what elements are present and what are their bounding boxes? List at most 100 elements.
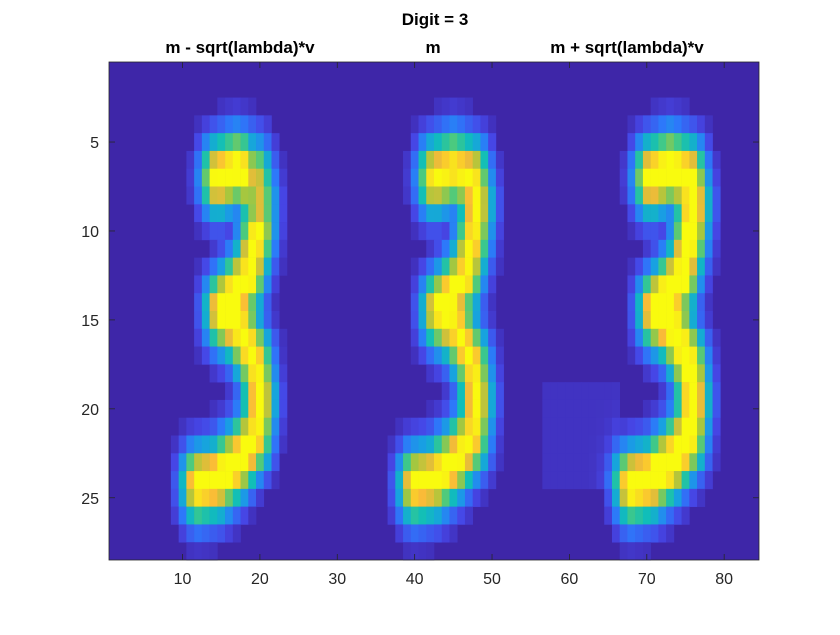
heatmap-cell bbox=[464, 417, 473, 436]
heatmap-cell bbox=[488, 257, 497, 276]
heatmap-cell bbox=[279, 186, 288, 205]
heatmap-cell bbox=[209, 133, 218, 152]
heatmap-cell bbox=[201, 488, 210, 507]
heatmap-cell bbox=[472, 417, 481, 436]
heatmap-cell bbox=[449, 150, 458, 170]
heatmap-cell bbox=[194, 328, 203, 347]
heatmap-cell bbox=[232, 382, 241, 401]
heatmap-cell bbox=[673, 435, 682, 454]
heatmap-cell bbox=[434, 435, 443, 454]
heatmap-cell bbox=[697, 133, 706, 152]
heatmap-cell bbox=[418, 488, 427, 507]
heatmap-cell bbox=[627, 506, 636, 525]
heatmap-cell bbox=[495, 435, 504, 454]
heatmap-cell bbox=[441, 97, 450, 116]
heatmap-cell bbox=[426, 506, 435, 525]
heatmap-cell bbox=[658, 186, 667, 205]
heatmap-cell bbox=[201, 204, 210, 223]
heatmap-cell bbox=[441, 115, 450, 134]
heatmap-cell bbox=[642, 488, 651, 507]
heatmap-cell bbox=[581, 435, 590, 454]
heatmap-cell bbox=[248, 453, 257, 472]
heatmap-cell bbox=[201, 346, 210, 365]
heatmap-cell bbox=[480, 417, 489, 436]
heatmap-cell bbox=[395, 453, 404, 472]
heatmap-cell bbox=[263, 204, 272, 223]
heatmap-cell bbox=[279, 382, 288, 401]
heatmap-cell bbox=[263, 346, 272, 365]
heatmap-cell bbox=[666, 257, 675, 276]
heatmap-cell bbox=[263, 115, 272, 134]
heatmap-cell bbox=[658, 97, 667, 116]
heatmap-cell bbox=[673, 150, 682, 170]
heatmap-cell bbox=[635, 488, 644, 507]
heatmap-cell bbox=[217, 222, 226, 241]
x-tick-label: 80 bbox=[715, 571, 733, 588]
heatmap-cell bbox=[449, 133, 458, 152]
heatmap-cell bbox=[271, 239, 280, 258]
heatmap-cell bbox=[426, 168, 435, 187]
heatmap-cell bbox=[217, 115, 226, 134]
heatmap-cell bbox=[201, 275, 210, 294]
y-tick-label: 5 bbox=[90, 135, 99, 152]
heatmap-cell bbox=[256, 488, 265, 507]
heatmap-cell bbox=[635, 150, 644, 170]
heatmap-cell bbox=[441, 488, 450, 507]
heatmap-cell bbox=[426, 150, 435, 170]
heatmap-cell bbox=[472, 275, 481, 294]
heatmap-cell bbox=[627, 275, 636, 294]
heatmap-cell bbox=[704, 293, 713, 312]
heatmap-cell bbox=[542, 471, 551, 490]
heatmap-cell bbox=[426, 453, 435, 472]
heatmap-cell bbox=[457, 364, 466, 383]
heatmap-cell bbox=[681, 275, 690, 294]
heatmap-cell bbox=[464, 382, 473, 401]
heatmap-cell bbox=[565, 471, 574, 490]
heatmap-cell bbox=[240, 204, 249, 223]
heatmap-cell bbox=[673, 488, 682, 507]
heatmap-cell bbox=[697, 115, 706, 134]
heatmap-cell bbox=[434, 417, 443, 436]
heatmap-cell bbox=[495, 417, 504, 436]
heatmap-cell bbox=[395, 524, 404, 543]
heatmap-cell bbox=[712, 382, 721, 401]
heatmap-cell bbox=[542, 382, 551, 401]
heatmap-cell bbox=[240, 435, 249, 454]
heatmap-cell bbox=[201, 453, 210, 472]
heatmap-cell bbox=[472, 257, 481, 276]
heatmap-cell bbox=[581, 471, 590, 490]
heatmap-cell bbox=[225, 524, 234, 543]
heatmap-cell bbox=[472, 222, 481, 241]
heatmap-cell bbox=[434, 239, 443, 258]
heatmap-cell bbox=[588, 382, 597, 401]
heatmap-cell bbox=[434, 150, 443, 170]
heatmap-cell bbox=[573, 453, 582, 472]
heatmap-cell bbox=[449, 364, 458, 383]
heatmap-cell bbox=[240, 399, 249, 419]
heatmap-cell bbox=[472, 311, 481, 330]
heatmap-cell bbox=[619, 524, 628, 543]
heatmap-cell bbox=[557, 435, 566, 454]
heatmap-cell bbox=[472, 364, 481, 383]
heatmap-cell bbox=[194, 524, 203, 543]
heatmap-cell bbox=[704, 257, 713, 276]
heatmap-cell bbox=[217, 311, 226, 330]
heatmap-cell bbox=[681, 399, 690, 419]
heatmap-cell bbox=[457, 239, 466, 258]
heatmap-cell bbox=[449, 346, 458, 365]
heatmap-cell bbox=[441, 133, 450, 152]
heatmap-cell bbox=[611, 417, 621, 436]
heatmap-cell bbox=[201, 186, 210, 205]
heatmap-cell bbox=[410, 293, 419, 312]
heatmap-cell bbox=[434, 204, 443, 223]
heatmap-cell bbox=[263, 382, 272, 401]
heatmap-cell bbox=[217, 435, 226, 454]
heatmap-cell bbox=[256, 293, 265, 312]
heatmap-cell bbox=[658, 222, 667, 241]
heatmap-cell bbox=[418, 417, 427, 436]
heatmap-cell bbox=[697, 364, 706, 383]
heatmap-cell bbox=[201, 257, 210, 276]
heatmap-cell bbox=[697, 168, 706, 187]
heatmap-cell bbox=[457, 417, 466, 436]
heatmap-cell bbox=[457, 382, 466, 401]
